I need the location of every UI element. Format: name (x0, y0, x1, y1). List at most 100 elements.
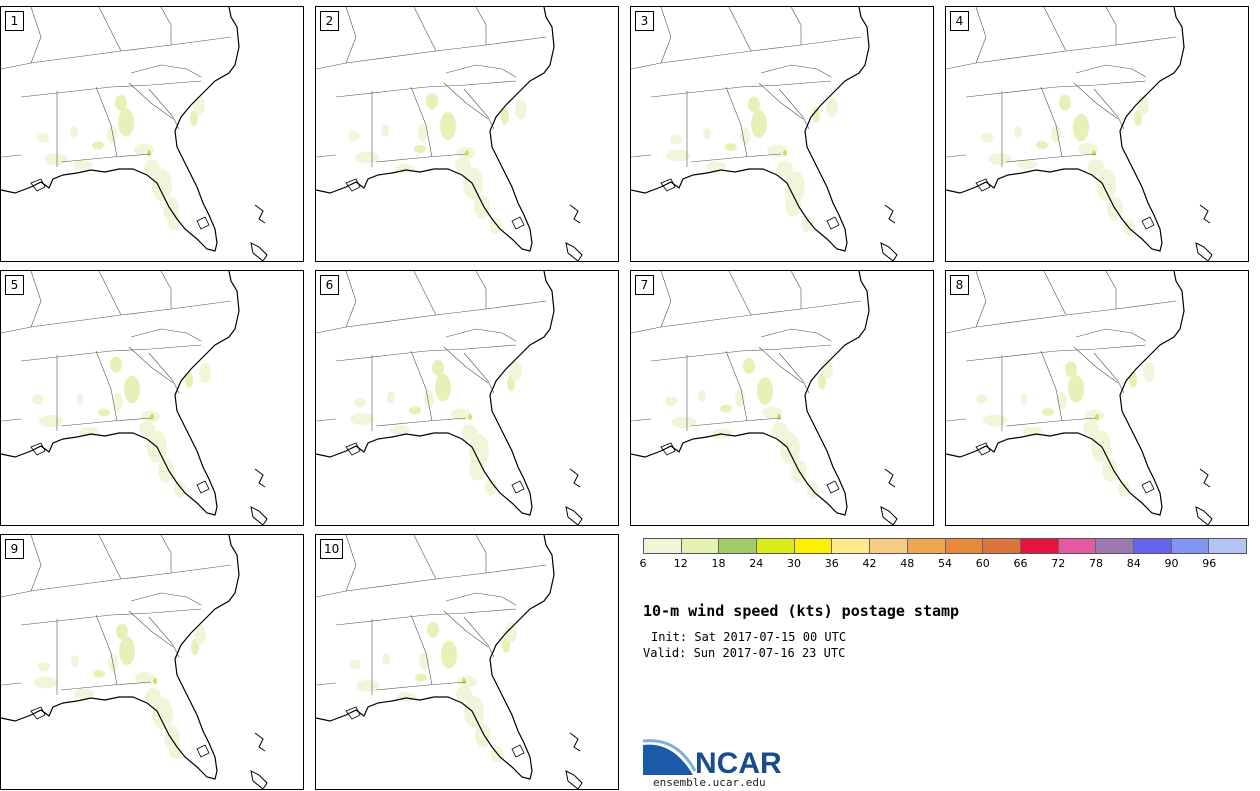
member-panel-6: 6 (315, 270, 619, 526)
wind-max-spot (462, 678, 466, 684)
state-border (728, 7, 752, 52)
state-border (725, 350, 748, 422)
state-border (20, 80, 202, 98)
wind-shading (703, 128, 711, 140)
state-border (758, 346, 804, 384)
bahamas-island (254, 732, 266, 752)
state-border (95, 614, 118, 686)
colorbar-swatch (719, 539, 758, 553)
wind-shading (725, 143, 737, 151)
state-border (316, 300, 547, 334)
wind-shading (510, 361, 522, 381)
state-border (128, 82, 174, 120)
colorbar-swatch (1020, 539, 1059, 553)
state-border (690, 417, 782, 427)
wind-shading (355, 151, 379, 164)
bahamas-island (250, 242, 268, 261)
bahamas-island (569, 732, 581, 752)
wind-shading (34, 676, 58, 689)
member-label: 6 (320, 275, 339, 295)
wind-shading (981, 132, 993, 143)
state-border (631, 300, 862, 334)
colorbar-tick-label: 24 (749, 557, 764, 570)
member-label: 4 (950, 11, 969, 31)
wind-shading (670, 134, 682, 145)
wind-shading (772, 422, 788, 439)
colorbar-swatch (945, 539, 984, 553)
state-border (660, 7, 672, 64)
wind-shading (748, 96, 760, 113)
state-border (160, 271, 172, 309)
wind-shading (110, 356, 122, 373)
wind-shading (743, 358, 755, 374)
state-border (30, 7, 42, 64)
wind-shading (158, 458, 174, 483)
state-border (790, 7, 802, 45)
wind-map (1, 7, 268, 261)
wind-shading (135, 672, 155, 684)
member-label: 9 (5, 539, 24, 559)
figure-title: 10-m wind speed (kts) postage stamp (643, 602, 960, 620)
wind-shading (1051, 125, 1061, 143)
state-border (778, 352, 810, 394)
state-border (445, 328, 517, 342)
wind-shading (826, 97, 838, 118)
state-border (160, 535, 172, 573)
wind-shading (168, 214, 180, 231)
wind-shading (812, 106, 820, 123)
state-border (316, 418, 337, 422)
state-border (660, 271, 672, 328)
state-border (443, 82, 489, 120)
wind-shading (491, 746, 503, 763)
wind-shading (145, 688, 161, 704)
wind-shading (193, 96, 205, 116)
state-border (463, 352, 495, 394)
wind-shading (119, 637, 135, 665)
state-border (410, 350, 433, 422)
lake-okeechobee (826, 480, 840, 494)
wind-shading (988, 153, 1012, 165)
lake-okeechobee (1141, 480, 1155, 494)
wind-map (631, 271, 898, 525)
wind-shading (469, 456, 485, 481)
state-border (335, 344, 517, 362)
wind-max-spot (465, 150, 469, 156)
member-label: 1 (5, 11, 24, 31)
state-border (1, 418, 22, 422)
member-panel-9: 9 (0, 534, 304, 790)
wind-max-spot (777, 414, 781, 420)
wind-shading (32, 394, 44, 405)
wind-map (946, 271, 1213, 525)
state-border (30, 535, 42, 592)
colorbar-tick-label: 72 (1051, 557, 1066, 570)
wind-shading (70, 126, 78, 139)
wind-max-spot (1092, 150, 1096, 156)
state-border (128, 346, 174, 384)
wind-shading (174, 481, 186, 498)
wind-shading (37, 133, 49, 143)
init-time: Init: Sat 2017-07-15 00 UTC (651, 630, 847, 644)
wind-shading (505, 622, 517, 643)
wind-shading (1118, 481, 1130, 497)
wind-shading (390, 425, 410, 435)
state-border (1005, 153, 1097, 163)
state-border (1073, 82, 1119, 120)
wind-shading (152, 169, 172, 202)
state-border (95, 350, 118, 422)
state-border (335, 608, 517, 626)
wind-map (316, 271, 583, 525)
bahamas-island (880, 242, 898, 261)
lake-pontchartrain (975, 442, 991, 456)
state-border (463, 88, 495, 130)
wind-shading (976, 394, 988, 404)
wind-shading (418, 123, 428, 142)
state-border (375, 417, 467, 427)
member-panel-4: 4 (945, 6, 1249, 262)
colorbar (643, 538, 1247, 554)
wind-shading (93, 670, 105, 678)
wind-shading (1068, 375, 1084, 403)
lake-okeechobee (1141, 216, 1155, 230)
state-border (316, 36, 547, 70)
wind-shading (424, 390, 434, 409)
wind-shading (665, 396, 677, 406)
